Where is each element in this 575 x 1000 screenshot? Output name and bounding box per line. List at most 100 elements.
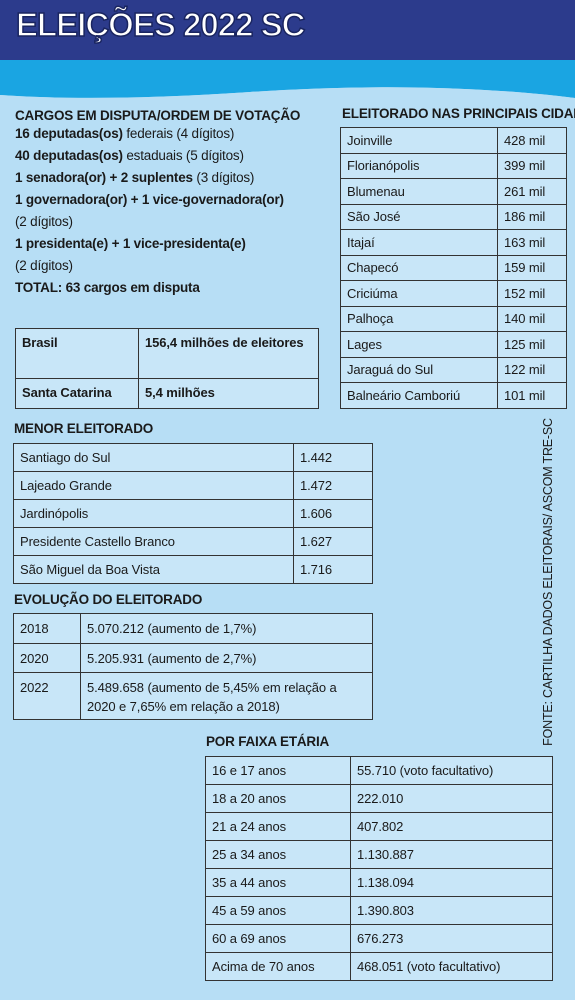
section-title: ELEITORADO NAS PRINCIPAIS CIDADES: [342, 106, 575, 121]
table-row: Presidente Castello Branco 1.627: [13, 527, 373, 556]
cargo-bold: 1 senadora(or) + 2 suplentes: [15, 170, 193, 185]
cargo-bold: 40 deputadas(os): [15, 148, 123, 163]
table-row: 35 a 44 anos 1.138.094: [205, 868, 553, 897]
table-cell: 125 mil: [497, 331, 567, 358]
table-row: 2020 5.205.931 (aumento de 2,7%): [13, 642, 373, 673]
cargo-bold: 1 presidenta(e) + 1 vice-presidenta(e): [15, 236, 246, 251]
section-title: POR FAIXA ETÁRIA: [206, 734, 330, 749]
table-cell: 140 mil: [497, 305, 567, 332]
cidades-table: Joinville 428 mil Florianópolis 399 mil Blum…: [340, 127, 567, 409]
cargo-normal: (2 dígitos): [15, 214, 73, 229]
table-row: Jaraguá do Sul 122 mil: [340, 356, 567, 383]
table-cell: 18 a 20 anos: [205, 784, 351, 813]
table-cell: 676.273: [350, 924, 553, 953]
table-row: Criciúma 152 mil: [340, 280, 567, 307]
table-cell: Acima de 70 anos: [205, 952, 351, 981]
table-row: Lages 125 mil: [340, 331, 567, 358]
table-cell: 1.606: [293, 499, 373, 528]
table-row: Lajeado Grande 1.472: [13, 471, 373, 500]
cargo-bold: 1 governadora(or) + 1 vice-governadora(o…: [15, 192, 284, 207]
cargo-line: 1 governadora(or) + 1 vice-governadora(o…: [15, 189, 300, 211]
table-cell: 55.710 (voto facultativo): [350, 756, 553, 785]
table-row: Santiago do Sul 1.442: [13, 443, 373, 472]
table-cell: Palhoça: [340, 305, 498, 332]
table-cell: 261 mil: [497, 178, 567, 205]
table-row: Acima de 70 anos 468.051 (voto facultativ…: [205, 952, 553, 981]
table-cell: Joinville: [340, 127, 498, 154]
table-cell: 2018: [13, 613, 81, 644]
table-cell: 428 mil: [497, 127, 567, 154]
section-title: CARGOS EM DISPUTA/ORDEM DE VOTAÇÃO: [15, 108, 301, 123]
table-row: 2018 5.070.212 (aumento de 1,7%): [13, 613, 373, 644]
table-cell: 1.716: [293, 555, 373, 584]
table-body: Santiago do Sul 1.442 Lajeado Grande 1.472 J…: [13, 443, 373, 584]
table-cell: Lajeado Grande: [13, 471, 294, 500]
cargo-normal: (2 dígitos): [15, 258, 73, 273]
cargo-line: 1 senadora(or) + 2 suplentes (3 dígitos): [15, 167, 300, 189]
table-cell: 25 a 34 anos: [205, 840, 351, 869]
table-row: Florianópolis 399 mil: [340, 152, 567, 179]
table-cell: Santa Catarina: [15, 378, 139, 409]
table-body: Brasil 156,4 milhões de eleitores Santa Ca…: [15, 328, 319, 409]
header-shape: [0, 0, 575, 110]
table-cell: 399 mil: [497, 152, 567, 179]
cargo-normal: estaduais (5 dígitos): [122, 148, 244, 163]
table-cell: 1.472: [293, 471, 373, 500]
brasil-table: Brasil 156,4 milhões de eleitores Santa Ca…: [15, 328, 319, 409]
table-row: Joinville 428 mil: [340, 127, 567, 154]
table-cell: 35 a 44 anos: [205, 868, 351, 897]
cargo-bold: TOTAL: 63 cargos em disputa: [15, 280, 200, 295]
table-row: Chapecó 159 mil: [340, 254, 567, 281]
table-cell: 21 a 24 anos: [205, 812, 351, 841]
table-cell: São José: [340, 203, 498, 230]
table-cell: Blumenau: [340, 178, 498, 205]
page-title: ELEIÇÕES 2022 SC: [15, 5, 306, 44]
table-row: 25 a 34 anos 1.130.887: [205, 840, 553, 869]
table-cell: 152 mil: [497, 280, 567, 307]
table-cell: Jaraguá do Sul: [340, 356, 498, 383]
faixa-table: 16 e 17 anos 55.710 (voto facultativo) 18 …: [205, 756, 553, 981]
table-row: 18 a 20 anos 222.010: [205, 784, 553, 813]
table-row: Jardinópolis 1.606: [13, 499, 373, 528]
cargo-line: (2 dígitos): [15, 211, 300, 233]
table-cell: Florianópolis: [340, 152, 498, 179]
cargo-normal: federais (4 dígitos): [122, 126, 235, 141]
table-cell: São Miguel da Boa Vista: [13, 555, 294, 584]
evolucao-table: 2018 5.070.212 (aumento de 1,7%) 2020 5.205…: [13, 613, 373, 720]
table-cell: 468.051 (voto facultativo): [350, 952, 553, 981]
table-cell: 186 mil: [497, 203, 567, 230]
table-cell: Lages: [340, 331, 498, 358]
table-cell: 5.489.658 (aumento de 5,45% em relação a…: [80, 672, 373, 720]
table-cell: 1.627: [293, 527, 373, 556]
table-cell: 159 mil: [497, 254, 567, 281]
table-cell: Balneário Camboriú: [340, 382, 498, 409]
table-cell: 1.390.803: [350, 896, 553, 925]
cargo-line: 40 deputadas(os) estaduais (5 dígitos): [15, 145, 300, 167]
table-row: São José 186 mil: [340, 203, 567, 230]
table-cell: 5,4 milhões: [138, 378, 319, 409]
cargo-line: 16 deputadas(os) federais (4 dígitos): [15, 123, 300, 145]
table-row: São Miguel da Boa Vista 1.716: [13, 555, 373, 584]
table-cell: 16 e 17 anos: [205, 756, 351, 785]
table-cell: 2022: [13, 672, 81, 720]
table-cell: Jardinópolis: [13, 499, 294, 528]
cargo-line: (2 dígitos): [15, 255, 300, 277]
table-cell: 222.010: [350, 784, 553, 813]
section-title: MENOR ELEITORADO: [14, 421, 154, 436]
table-row: 60 a 69 anos 676.273: [205, 924, 553, 953]
table-cell: 60 a 69 anos: [205, 924, 351, 953]
table-cell: 45 a 59 anos: [205, 896, 351, 925]
table-cell: 1.130.887: [350, 840, 553, 869]
table-cell: 407.802: [350, 812, 553, 841]
table-cell: 2020: [13, 642, 81, 673]
table-row: Palhoça 140 mil: [340, 305, 567, 332]
table-row: Itajaí 163 mil: [340, 229, 567, 256]
table-cell: 156,4 milhões de eleitores: [138, 328, 319, 379]
table-row: Balneário Camboriú 101 mil: [340, 382, 567, 409]
menor-table: Santiago do Sul 1.442 Lajeado Grande 1.472 J…: [13, 443, 373, 584]
table-cell: Itajaí: [340, 229, 498, 256]
table-cell: 101 mil: [497, 382, 567, 409]
table-row: 21 a 24 anos 407.802: [205, 812, 553, 841]
source: FONTE: CARTILHA DADOS ELEITORAIS/ ASCOM …: [541, 418, 555, 746]
